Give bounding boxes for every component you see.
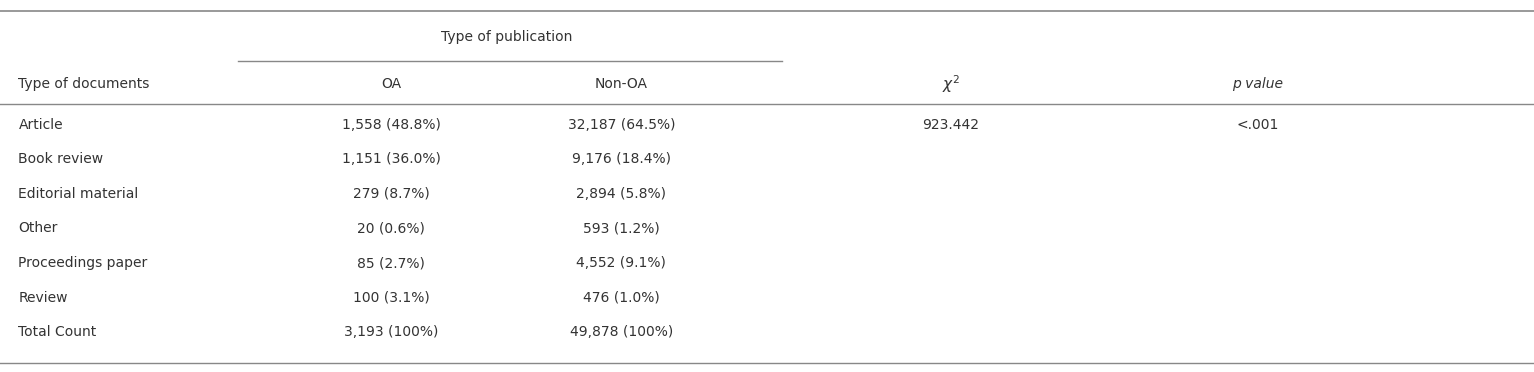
Text: 32,187 (64.5%): 32,187 (64.5%) xyxy=(568,118,675,132)
Text: 3,193 (100%): 3,193 (100%) xyxy=(344,325,439,339)
Text: Non-OA: Non-OA xyxy=(595,77,647,91)
Text: Editorial material: Editorial material xyxy=(18,187,138,201)
Text: 9,176 (18.4%): 9,176 (18.4%) xyxy=(572,152,670,166)
Text: Review: Review xyxy=(18,291,67,305)
Text: 1,558 (48.8%): 1,558 (48.8%) xyxy=(342,118,440,132)
Text: 4,552 (9.1%): 4,552 (9.1%) xyxy=(577,256,666,270)
Text: 20 (0.6%): 20 (0.6%) xyxy=(357,221,425,235)
Text: Other: Other xyxy=(18,221,58,235)
Text: 2,894 (5.8%): 2,894 (5.8%) xyxy=(577,187,666,201)
Text: $\chi^2$: $\chi^2$ xyxy=(942,73,960,94)
Text: OA: OA xyxy=(380,77,402,91)
Text: Proceedings paper: Proceedings paper xyxy=(18,256,147,270)
Text: 593 (1.2%): 593 (1.2%) xyxy=(583,221,660,235)
Text: Type of publication: Type of publication xyxy=(440,30,572,44)
Text: 1,151 (36.0%): 1,151 (36.0%) xyxy=(342,152,440,166)
Text: 279 (8.7%): 279 (8.7%) xyxy=(353,187,430,201)
Text: 85 (2.7%): 85 (2.7%) xyxy=(357,256,425,270)
Text: 476 (1.0%): 476 (1.0%) xyxy=(583,291,660,305)
Text: 100 (3.1%): 100 (3.1%) xyxy=(353,291,430,305)
Text: 49,878 (100%): 49,878 (100%) xyxy=(569,325,673,339)
Text: Book review: Book review xyxy=(18,152,103,166)
Text: Total Count: Total Count xyxy=(18,325,97,339)
Text: 923.442: 923.442 xyxy=(922,118,980,132)
Text: Article: Article xyxy=(18,118,63,132)
Text: p value: p value xyxy=(1232,77,1284,91)
Text: <.001: <.001 xyxy=(1236,118,1279,132)
Text: Type of documents: Type of documents xyxy=(18,77,150,91)
